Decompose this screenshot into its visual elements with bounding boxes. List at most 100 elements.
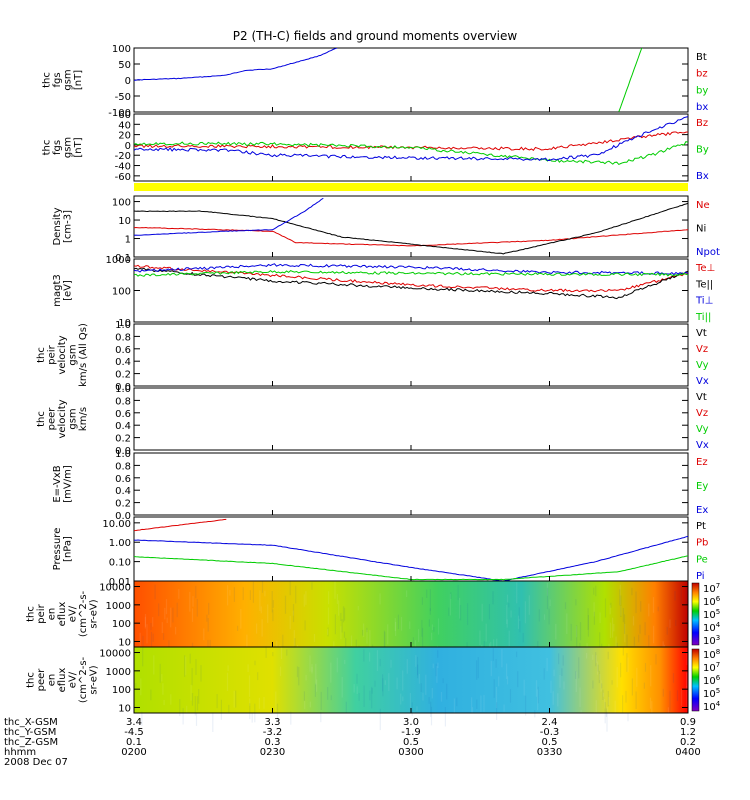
texture-stroke — [152, 617, 154, 627]
texture-stroke — [652, 597, 655, 613]
texture-stroke — [523, 679, 525, 696]
texture-stroke — [624, 623, 626, 643]
y-tick-label: 1000 — [106, 255, 131, 266]
texture-stroke — [429, 589, 431, 611]
texture-stroke — [327, 629, 329, 635]
texture-stroke — [402, 670, 404, 691]
ylabel-line: E=-VxB — [52, 465, 63, 502]
legend-entry: Ti|| — [695, 312, 711, 323]
texture-stroke — [203, 628, 205, 641]
x-axis-value: 3.4 — [126, 717, 142, 728]
legend-entry: Vt — [696, 392, 707, 403]
texture-stroke — [233, 587, 235, 602]
series-line-pb — [134, 518, 227, 532]
texture-stroke — [442, 678, 444, 684]
texture-stroke — [248, 675, 251, 697]
texture-stroke — [356, 673, 358, 684]
ylabel-line: (cm^2-s- — [78, 656, 89, 703]
texture-stroke — [485, 623, 487, 642]
texture-stroke — [492, 648, 494, 661]
texture-stroke — [595, 655, 597, 664]
texture-stroke — [384, 631, 386, 652]
texture-stroke — [430, 701, 432, 717]
texture-stroke — [418, 629, 420, 643]
texture-stroke — [575, 626, 578, 638]
texture-stroke — [341, 619, 343, 633]
x-axis-row-label: 2008 Dec 07 — [4, 757, 68, 768]
texture-stroke — [640, 601, 642, 612]
series-group — [134, 116, 688, 166]
y-tick-label: -50 — [115, 92, 131, 103]
panel-frame — [133, 47, 689, 113]
texture-stroke — [650, 665, 652, 687]
texture-stroke — [383, 630, 385, 648]
texture-stroke — [680, 689, 683, 706]
texture-stroke — [316, 679, 318, 692]
legend-entry: Vx — [696, 376, 709, 387]
texture-stroke — [476, 660, 478, 680]
texture-stroke — [212, 712, 214, 732]
texture-stroke — [543, 668, 545, 680]
texture-stroke — [422, 627, 424, 647]
texture-stroke — [622, 647, 624, 656]
series-line-pi — [134, 535, 688, 581]
texture-stroke — [564, 602, 567, 610]
texture-stroke — [327, 607, 330, 625]
texture-stroke — [411, 702, 413, 716]
texture-stroke — [599, 632, 601, 654]
y-tick-label: 1000 — [106, 667, 131, 678]
texture-stroke — [422, 692, 424, 701]
texture-stroke — [453, 698, 455, 720]
texture-stroke — [369, 630, 371, 652]
texture-stroke — [220, 699, 222, 720]
texture-stroke — [459, 597, 461, 619]
y-tick-label: 100 — [112, 619, 131, 630]
texture-stroke — [142, 635, 144, 656]
texture-stroke — [161, 622, 163, 633]
x-axis-value: 0300 — [398, 747, 423, 758]
texture-stroke — [150, 631, 153, 649]
texture-stroke — [406, 590, 408, 597]
texture-stroke — [263, 697, 265, 709]
texture-stroke — [154, 584, 156, 600]
texture-stroke — [165, 599, 168, 615]
texture-stroke — [227, 585, 229, 606]
texture-stroke — [483, 694, 485, 712]
y-tick-label: 1.0 — [115, 449, 131, 460]
y-tick-label: 0.4 — [115, 486, 131, 497]
x-axis-value: 0.9 — [680, 717, 696, 728]
x-axis-row-label: thc_Z-GSM — [4, 737, 58, 748]
texture-stroke — [586, 653, 588, 659]
ylabel-line: sr-eV) — [89, 599, 100, 628]
texture-stroke — [371, 688, 373, 694]
y-tick-label: 0.4 — [115, 357, 131, 368]
texture-stroke — [546, 583, 548, 596]
texture-stroke — [257, 672, 259, 681]
texture-stroke — [580, 709, 582, 721]
ylabel-line: en — [47, 608, 58, 621]
y-tick-label: 0 — [125, 141, 131, 152]
ylabel-line: [mV/m] — [62, 465, 73, 503]
texture-stroke — [388, 673, 390, 691]
texture-stroke — [395, 622, 397, 636]
legend-entry: Ne — [696, 200, 710, 211]
texture-stroke — [552, 691, 554, 705]
x-axis-value: 0.5 — [403, 737, 419, 748]
texture-stroke — [625, 690, 627, 703]
texture-stroke — [501, 649, 503, 668]
texture-stroke — [546, 658, 548, 672]
texture-stroke — [304, 620, 306, 631]
texture-stroke — [292, 604, 295, 623]
texture-stroke — [488, 604, 490, 620]
legend-entry: Pt — [696, 521, 706, 532]
texture-stroke — [371, 686, 373, 709]
texture-stroke — [150, 689, 152, 701]
texture-stroke — [562, 655, 564, 666]
ylabel-line: velocity — [57, 335, 68, 374]
texture-stroke — [309, 655, 311, 672]
texture-stroke — [208, 602, 210, 615]
texture-stroke — [446, 683, 448, 700]
texture-stroke — [379, 593, 381, 605]
texture-stroke — [338, 600, 340, 616]
texture-stroke — [498, 676, 500, 687]
